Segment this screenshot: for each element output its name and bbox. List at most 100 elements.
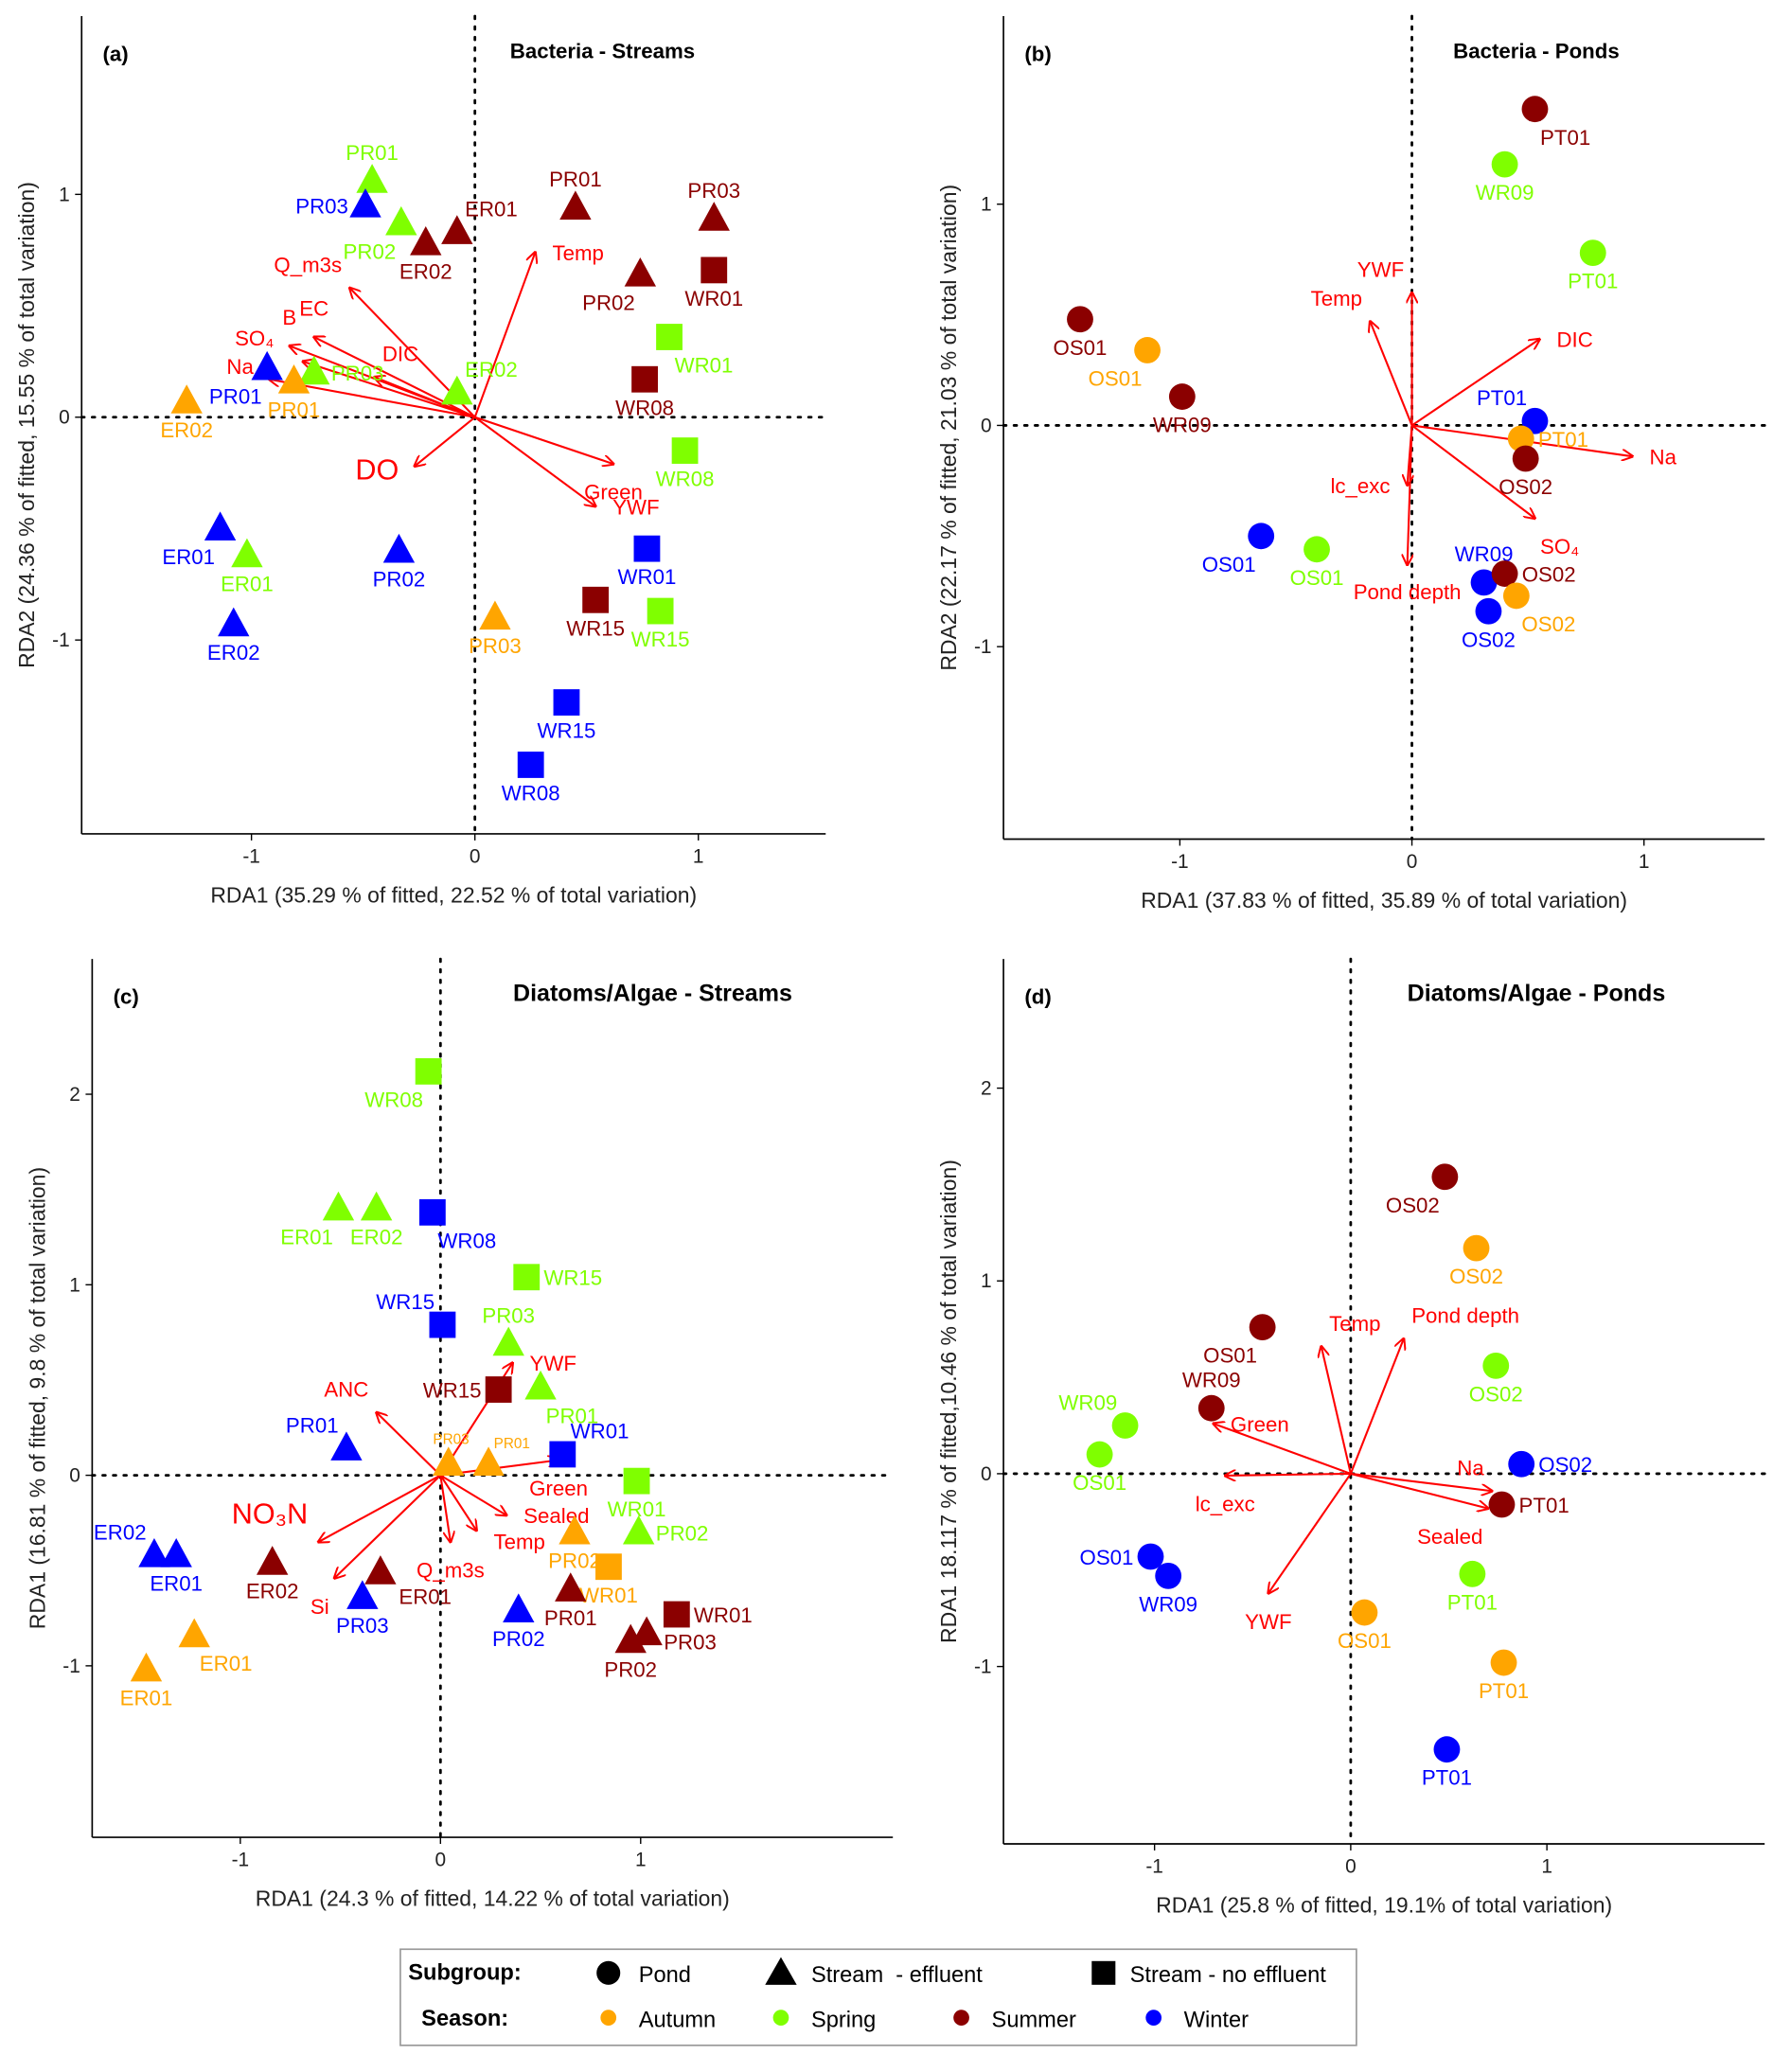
- x-tick-label: 1: [1541, 1856, 1552, 1878]
- biplot-arrow: [439, 1474, 506, 1515]
- y-tick-label: -1: [52, 629, 70, 651]
- stream-no-effluent-marker: [656, 324, 683, 350]
- arrow-label: DIC: [1556, 328, 1592, 352]
- arrow-label: Na: [1650, 446, 1677, 469]
- x-tick-label: -1: [232, 1850, 250, 1871]
- point-label: ER02: [465, 358, 518, 381]
- point-label: WR15: [376, 1290, 434, 1314]
- stream-effluent-marker: [410, 226, 442, 256]
- arrow-label: Pond depth: [1354, 580, 1462, 604]
- point-label: PR03: [482, 1303, 535, 1327]
- arrow-label: Temp: [553, 241, 604, 265]
- arrow-label: YWF: [530, 1352, 576, 1375]
- pond-marker: [1351, 1599, 1378, 1626]
- stream-effluent-marker: [346, 1580, 379, 1609]
- biplot-arrow: [1268, 1473, 1352, 1593]
- point-label: PR03: [664, 1630, 717, 1654]
- stream-effluent-marker: [218, 607, 250, 637]
- y-axis-title: RDA2 (24.36 % of fitted, 15.55 % of tota…: [14, 182, 39, 668]
- stream-effluent-marker: [231, 538, 263, 568]
- point-label: PR01: [494, 1436, 530, 1452]
- stream-effluent-marker: [364, 1555, 397, 1585]
- y-tick-label: 0: [59, 407, 70, 429]
- point-label: OS01: [1202, 553, 1256, 576]
- point-label: WR08: [364, 1088, 423, 1111]
- biplot-arrow: [439, 1475, 476, 1531]
- pond-marker: [1470, 569, 1498, 596]
- arrow-label: YWF: [1245, 1610, 1291, 1634]
- panel-d: -1 0 1 -1 0 1 2 RDA1 (25.8 % of fitted, 19.1% o…: [936, 957, 1766, 1917]
- x-tick-label: 1: [693, 846, 704, 868]
- point-label: ER02: [160, 418, 213, 442]
- point-label: WR01: [675, 354, 734, 378]
- point-label: PT01: [1568, 270, 1618, 293]
- legend-summer-label: Summer: [992, 2008, 1076, 2032]
- y-tick-label: 2: [981, 1078, 992, 1100]
- pond-marker: [1431, 1163, 1459, 1191]
- point-label: PR03: [687, 179, 740, 203]
- y-axis-title: RDA1 18.117 % of fitted,10.46 % of total…: [936, 1160, 961, 1643]
- y-tick-label: 1: [981, 194, 992, 216]
- point-label: OS01: [1203, 1344, 1257, 1368]
- legend-autumn-label: Autumn: [639, 2008, 716, 2032]
- stream-effluent-marker: [441, 215, 473, 244]
- pond-marker: [1482, 1352, 1510, 1379]
- point-label: PR01: [544, 1606, 597, 1630]
- x-tick-label: -1: [1171, 851, 1189, 873]
- y-axis-title: RDA1 (16.81 % of fitted, 9.8 % of total …: [25, 1167, 49, 1629]
- point-label: WR09: [1476, 181, 1534, 204]
- point-label: OS01: [1054, 336, 1108, 360]
- stream-effluent-marker: [138, 1538, 170, 1567]
- point-label: PR02: [373, 568, 426, 592]
- pond-marker: [1459, 1560, 1486, 1587]
- stream-no-effluent-marker: [647, 597, 674, 625]
- stream-effluent-marker: [178, 1618, 210, 1648]
- arrow-label: Temp: [1329, 1312, 1380, 1336]
- stream-no-effluent-marker: [485, 1376, 512, 1403]
- pond-marker: [1521, 96, 1549, 123]
- stream-effluent-marker: [382, 533, 416, 563]
- point-label: ER02: [399, 260, 452, 284]
- stream-no-effluent-marker: [517, 752, 544, 778]
- point-label: OS01: [1089, 367, 1143, 391]
- point-label: PT01: [1540, 126, 1590, 150]
- point-label: PR02: [582, 292, 635, 315]
- biplot-arrow: [377, 1412, 442, 1477]
- point-label: ER01: [221, 572, 274, 595]
- arrow-label: DIC: [382, 343, 418, 366]
- y-tick-label: -1: [62, 1656, 80, 1677]
- biplot-arrow: [474, 416, 595, 506]
- y-tick-label: 0: [981, 1463, 992, 1485]
- point-label: ER02: [246, 1580, 299, 1603]
- pond-marker: [1507, 425, 1534, 452]
- stream-effluent-marker: [330, 1431, 363, 1461]
- arrow-label: Temp: [1311, 287, 1362, 310]
- biplot-arrow: [1349, 1338, 1404, 1475]
- pond-marker: [1086, 1441, 1113, 1468]
- legend-effluent-icon: [765, 1957, 797, 1985]
- point-label: PT01: [1519, 1494, 1569, 1517]
- point-label: PR01: [546, 1405, 599, 1428]
- stream-effluent-marker: [524, 1370, 557, 1400]
- point-label: OS02: [1462, 628, 1516, 651]
- stream-no-effluent-marker: [513, 1264, 541, 1291]
- point-label: PR03: [295, 194, 348, 218]
- point-label: WR01: [618, 565, 677, 589]
- stream-no-effluent-marker: [631, 365, 658, 393]
- point-label: WR09: [1139, 1592, 1197, 1616]
- point-label: PT01: [1477, 386, 1527, 410]
- y-axis-title: RDA2 (22.17 % of fitted, 21.03 % of tota…: [936, 185, 961, 671]
- stream-effluent-marker: [503, 1593, 535, 1623]
- biplot-arrow: [474, 416, 613, 464]
- arrow-label: SO₄: [235, 327, 274, 350]
- pond-marker: [1303, 536, 1330, 563]
- stream-no-effluent-marker: [429, 1311, 456, 1338]
- biplot-arrow: [1350, 1472, 1492, 1491]
- pond-marker: [1502, 582, 1530, 610]
- point-label: WR15: [631, 628, 690, 651]
- point-label: PR03: [336, 1614, 389, 1638]
- point-label: OS02: [1498, 475, 1552, 499]
- panel-label: (c): [114, 984, 139, 1008]
- arrow-label: SO₄: [1540, 535, 1579, 558]
